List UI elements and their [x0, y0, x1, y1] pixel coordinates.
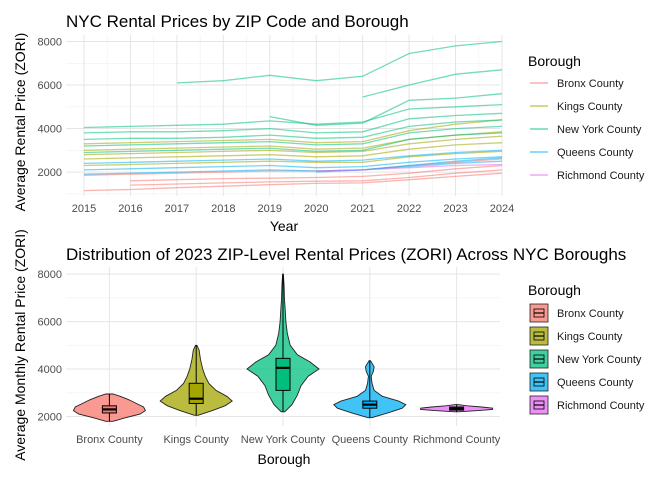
- legend-item-new-york-county: New York County: [529, 349, 642, 369]
- y-tick-label: 4000: [38, 364, 62, 376]
- x-tick-label: Kings County: [163, 434, 229, 446]
- series-line-kings-county: [83, 150, 503, 167]
- x-tick-label: 2017: [165, 203, 189, 215]
- legend-item-kings-county: Kings County: [530, 101, 623, 113]
- legend-label: Bronx County: [557, 78, 624, 90]
- legend-item-new-york-county: New York County: [530, 124, 642, 136]
- series-line-new-york-county: [83, 112, 503, 134]
- legend-label: New York County: [557, 124, 642, 136]
- violin-chart-panel: Distribution of 2023 ZIP-Level Rental Pr…: [12, 229, 645, 467]
- legend-label: New York County: [557, 354, 642, 366]
- x-tick-label: 2024: [490, 203, 514, 215]
- legend-item-kings-county: Kings County: [529, 326, 623, 346]
- violin-chart-marks: [72, 273, 494, 422]
- violin-chart-legend-title: Borough: [528, 282, 581, 298]
- legend-item-bronx-county: Bronx County: [529, 303, 624, 323]
- series-line-new-york-county: [83, 119, 503, 141]
- line-chart-panel: NYC Rental Prices by ZIP Code and Boroug…: [12, 12, 645, 234]
- y-tick-label: 2000: [38, 412, 62, 424]
- x-tick-label: Richmond County: [413, 434, 501, 446]
- x-tick-label: 2022: [397, 203, 421, 215]
- x-tick-label: 2016: [118, 203, 142, 215]
- series-line-richmond-county: [316, 163, 503, 172]
- series-line-bronx-county: [83, 172, 503, 192]
- line-chart-x-label: Year: [270, 218, 299, 234]
- line-chart-y-ticks: 2000 4000 6000 8000: [38, 37, 62, 180]
- legend-label: Richmond County: [557, 400, 645, 412]
- x-tick-label: New York County: [241, 434, 326, 446]
- violin-chart-title: Distribution of 2023 ZIP-Level Rental Pr…: [66, 245, 626, 264]
- series-line-queens-county: [83, 149, 503, 165]
- legend-label: Richmond County: [557, 170, 645, 182]
- violin-chart-x-label: Borough: [258, 451, 311, 467]
- series-line-queens-county: [83, 156, 503, 171]
- legend-label: Kings County: [557, 101, 623, 113]
- legend-item-queens-county: Queens County: [530, 147, 634, 159]
- y-tick-label: 8000: [38, 269, 62, 281]
- series-line-new-york-county: [362, 69, 503, 98]
- x-tick-label: 2015: [72, 203, 96, 215]
- violin-chart-y-ticks: 2000 4000 6000 8000: [38, 269, 62, 423]
- x-tick-label: Queens County: [332, 434, 409, 446]
- legend-label: Queens County: [557, 377, 634, 389]
- box: [275, 357, 291, 391]
- series-line-new-york-county: [83, 103, 503, 129]
- violin-chart-x-ticks: Bronx County Kings County New York County Q…: [76, 434, 501, 446]
- legend-label: Queens County: [557, 147, 634, 159]
- legend-label: Kings County: [557, 331, 623, 343]
- x-tick-label: 2021: [350, 203, 374, 215]
- series-line-queens-county: [83, 160, 503, 175]
- y-tick-label: 8000: [38, 37, 62, 49]
- series-line-bronx-county: [130, 169, 503, 186]
- line-chart-legend-title: Borough: [528, 53, 581, 69]
- legend-item-bronx-county: Bronx County: [530, 78, 624, 90]
- series-line-kings-county: [83, 135, 503, 156]
- series-line-new-york-county: [83, 125, 503, 147]
- x-tick-label: 2019: [258, 203, 282, 215]
- legend-item-queens-county: Queens County: [529, 372, 634, 392]
- violin-chart-y-label: Average Monthly Rental Price (ZORI): [12, 229, 28, 461]
- series-line-bronx-county: [130, 164, 503, 182]
- series-line-kings-county: [83, 142, 503, 160]
- legend-item-richmond-county: Richmond County: [530, 170, 645, 182]
- series-line-new-york-county: [176, 40, 503, 84]
- line-chart-title: NYC Rental Prices by ZIP Code and Boroug…: [66, 12, 409, 31]
- line-chart-legend: Borough Bronx County Kings County New York…: [528, 53, 645, 182]
- violin-new-york-county: [246, 273, 320, 413]
- line-chart-series: [83, 40, 503, 192]
- y-tick-label: 6000: [38, 80, 62, 92]
- violin-bronx-county: [72, 393, 146, 422]
- violin-kings-county: [159, 344, 233, 416]
- y-tick-label: 2000: [38, 167, 62, 179]
- x-tick-label: 2023: [443, 203, 467, 215]
- x-tick-label: Bronx County: [76, 434, 143, 446]
- legend-label: Bronx County: [557, 308, 624, 320]
- line-chart-x-ticks: 2015 2016 2017 2018 2019 2020 2021 2022 2023 2024: [72, 203, 514, 215]
- violin-richmond-county: [420, 404, 494, 413]
- violin-chart-legend: Borough Bronx County Kings County New York…: [528, 282, 645, 415]
- series-line-kings-county: [83, 119, 503, 145]
- x-tick-label: 2018: [211, 203, 235, 215]
- line-chart-y-label: Average Rental Price (ZORI): [12, 33, 28, 212]
- legend-item-richmond-county: Richmond County: [529, 395, 645, 415]
- series-line-new-york-county: [83, 132, 503, 154]
- x-tick-label: 2020: [304, 203, 328, 215]
- y-tick-label: 4000: [38, 124, 62, 136]
- y-tick-label: 6000: [38, 317, 62, 329]
- box: [188, 382, 204, 404]
- violin-queens-county: [333, 360, 407, 419]
